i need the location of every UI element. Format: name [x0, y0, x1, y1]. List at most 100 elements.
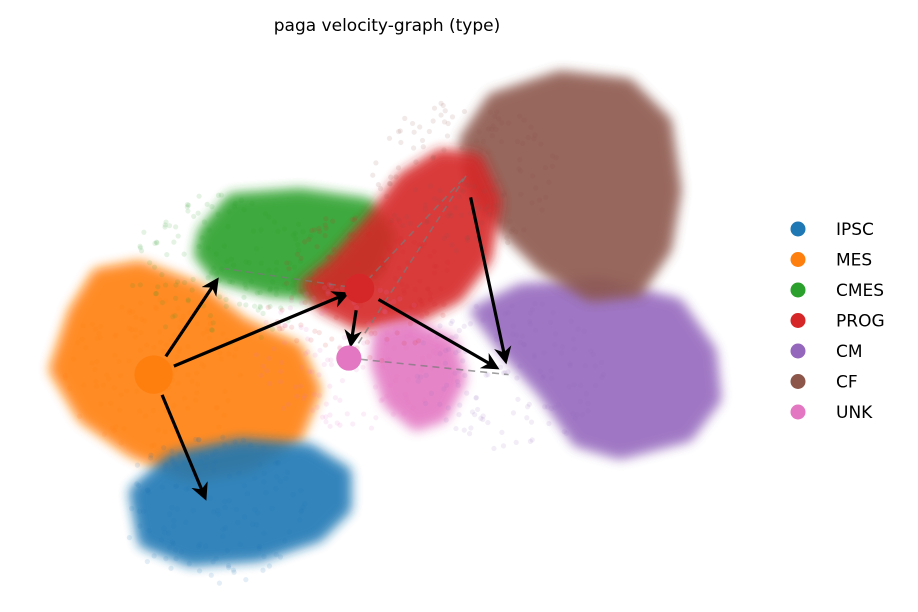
point [185, 405, 191, 411]
point [386, 135, 393, 141]
point [208, 572, 214, 578]
point [101, 431, 108, 437]
point [437, 401, 443, 407]
point [154, 240, 160, 246]
point [153, 291, 159, 297]
point [196, 193, 202, 199]
point [368, 224, 374, 230]
point [311, 227, 318, 233]
cluster-cloud-unk [372, 320, 465, 430]
point [351, 217, 357, 223]
point [254, 522, 260, 528]
point [227, 279, 233, 285]
point [465, 234, 471, 240]
point [487, 109, 493, 115]
point [207, 313, 214, 319]
point [126, 325, 132, 332]
edge-dashed-prog-cf [358, 175, 467, 290]
point [367, 354, 373, 361]
point [151, 553, 157, 559]
point [220, 533, 226, 539]
point [298, 324, 304, 331]
point [177, 452, 183, 458]
point [499, 120, 505, 126]
point [519, 333, 526, 339]
cluster-cloud-ipsc [130, 440, 350, 565]
point [233, 507, 240, 513]
point [282, 322, 288, 329]
point [132, 334, 138, 340]
point [546, 420, 552, 427]
point [434, 344, 440, 350]
point [300, 504, 306, 510]
point [448, 320, 454, 327]
point [449, 213, 455, 219]
point [323, 401, 329, 407]
point [265, 304, 271, 310]
point [329, 336, 335, 342]
point [360, 364, 366, 370]
point [441, 119, 448, 125]
point [302, 500, 308, 507]
point [296, 247, 302, 253]
point [396, 129, 402, 135]
point [529, 200, 535, 206]
point [334, 420, 340, 426]
point [532, 301, 538, 307]
point [327, 412, 333, 418]
point-clouds [50, 72, 720, 586]
point [185, 298, 191, 304]
point [486, 211, 492, 218]
point [427, 183, 434, 189]
point [204, 328, 210, 334]
point [283, 475, 289, 482]
point [193, 436, 199, 442]
point [517, 363, 523, 369]
point [294, 338, 300, 344]
point [305, 336, 311, 342]
legend-entry-cmes: CMES [790, 281, 884, 301]
point [164, 252, 170, 258]
point [269, 326, 276, 332]
point [401, 340, 407, 346]
point [312, 280, 318, 286]
point [210, 451, 216, 458]
point [331, 246, 337, 252]
point [255, 510, 261, 516]
point [260, 445, 267, 451]
point [300, 395, 307, 401]
legend-entry-unk: UNK [790, 403, 873, 423]
point [138, 248, 145, 254]
point [372, 273, 378, 280]
point [271, 219, 278, 225]
point [444, 133, 451, 139]
point [207, 495, 214, 501]
point [391, 345, 397, 351]
point [378, 256, 384, 262]
point [263, 319, 269, 326]
point [163, 219, 169, 225]
point [274, 259, 280, 265]
point [415, 338, 422, 344]
point [480, 138, 487, 145]
point [312, 328, 318, 334]
legend-marker [790, 374, 806, 389]
point [174, 465, 180, 472]
point [552, 342, 558, 348]
point [98, 401, 104, 407]
point [281, 226, 288, 232]
point [572, 415, 578, 422]
point [411, 302, 417, 308]
point [243, 577, 249, 583]
point [218, 192, 224, 198]
point [437, 351, 443, 357]
point [510, 323, 516, 329]
point [220, 526, 226, 532]
point [441, 235, 447, 241]
point [444, 267, 450, 273]
point [290, 282, 296, 288]
point [509, 303, 515, 309]
point [141, 229, 147, 235]
point [138, 300, 144, 306]
point [391, 299, 397, 305]
